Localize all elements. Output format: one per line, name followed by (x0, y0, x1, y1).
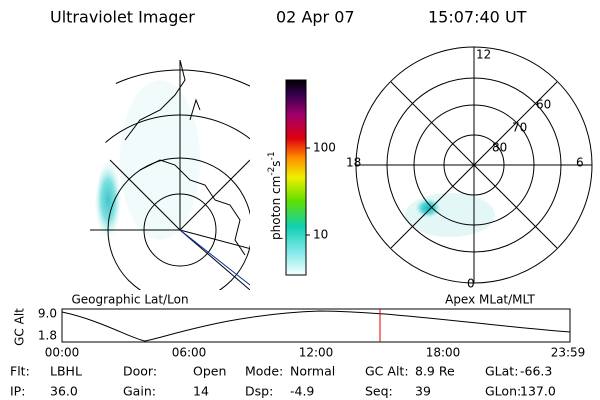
x-tick-label: 06:00 (172, 346, 207, 360)
x-tick-label: 00:00 (45, 346, 80, 360)
unit: photon cm (269, 176, 283, 240)
mlat-label: 60 (536, 98, 551, 112)
x-tick-label: 18:00 (426, 346, 461, 360)
field-value: LBHL (50, 364, 82, 379)
field-value: 8.9 Re (415, 364, 455, 379)
field-label: Seq: (365, 384, 393, 399)
field-label: Flt: (10, 364, 30, 379)
cb-tick-label: 10 (313, 228, 328, 242)
field-label: Door: (123, 364, 157, 379)
mlt-label: 0 (467, 277, 475, 291)
date: 02 Apr 07 (276, 8, 355, 27)
field-value: 14 (193, 384, 209, 399)
time: 15:07:40 UT (428, 8, 527, 27)
x-tick-label: 23:59 (551, 346, 586, 360)
unit: s (269, 160, 283, 166)
mlt-label: 6 (576, 156, 584, 170)
polar-plot (355, 46, 593, 284)
field-label: IP: (10, 384, 25, 399)
x-tick-label: 12:00 (299, 346, 334, 360)
mlat-label: 70 (512, 121, 527, 135)
cb-unit: photon cm-2s-1 (267, 151, 283, 240)
field-label: Mode: (245, 364, 283, 379)
field-value: 137.0 (520, 384, 556, 399)
y-tick-label: 1.8 (38, 329, 57, 343)
exp: -1 (267, 151, 277, 160)
field-value: 39 (415, 384, 431, 399)
cb-tick-label: 100 (313, 141, 336, 155)
field-label: GC Alt: (365, 364, 409, 379)
field-value: 36.0 (50, 384, 78, 399)
field-label: GLon: (485, 384, 521, 399)
mlat-label: 80 (492, 141, 507, 155)
y-tick-label: 9.0 (38, 307, 57, 321)
footer: Flt: LBHL Door: Open Mode: Normal GC Alt: 8.9 R… (10, 364, 556, 399)
field-value: Normal (290, 364, 335, 379)
field-value: -4.9 (290, 384, 314, 399)
alt-curve (61, 310, 571, 342)
map-label: Geographic Lat/Lon (71, 293, 188, 307)
mlt-label: 12 (476, 48, 491, 62)
field-label: GLat: (485, 364, 518, 379)
field-label: Gain: (123, 384, 156, 399)
alt-axis-label: GC Alt (13, 308, 27, 346)
mlt-label: 18 (346, 156, 361, 170)
alt-frame (61, 308, 571, 343)
field-value: -66.3 (520, 364, 552, 379)
exp: -2 (267, 167, 277, 176)
colorbar (285, 79, 307, 276)
polar-label: Apex MLat/MLT (445, 293, 535, 307)
map (90, 60, 250, 290)
field-value: Open (193, 364, 226, 379)
field-label: Dsp: (245, 384, 273, 399)
title: Ultraviolet Imager (50, 8, 195, 27)
